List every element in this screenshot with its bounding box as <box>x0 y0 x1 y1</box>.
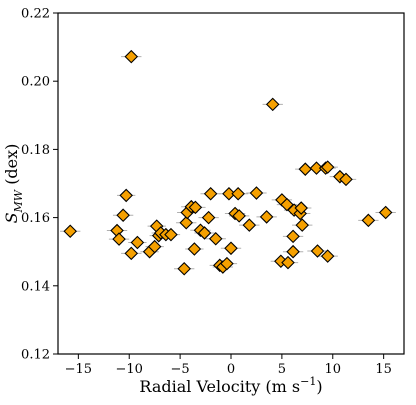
x-tick-label-0: −15 <box>65 362 92 377</box>
x-axis-label-main: Radial Velocity (m s <box>139 377 300 396</box>
data-point-48 <box>298 162 313 176</box>
data-point-55 <box>339 172 353 187</box>
data-point-34 <box>242 218 257 232</box>
data-point-36 <box>259 210 274 224</box>
data-point-53 <box>320 249 335 263</box>
data-point-16 <box>179 215 194 230</box>
data-point-7 <box>124 246 139 261</box>
x-tick-label-6: 15 <box>375 362 392 377</box>
data-point-20 <box>187 242 202 256</box>
x-tick-label-1: −10 <box>116 362 143 377</box>
data-point-30 <box>224 241 238 256</box>
data-point-22 <box>197 226 212 240</box>
errorbar-layer <box>60 56 396 270</box>
data-point-46 <box>294 201 308 215</box>
x-axis-label-end: ) <box>316 377 322 396</box>
data-point-47 <box>295 218 310 232</box>
y-axis-label-subscript: MW <box>12 188 25 213</box>
data-point-32 <box>232 209 246 223</box>
y-tick-label-5: 0.22 <box>21 7 50 22</box>
data-point-9 <box>147 239 162 254</box>
data-point-1 <box>124 49 139 64</box>
x-tick-label-4: 5 <box>278 362 286 377</box>
y-tick-label-4: 0.20 <box>21 75 50 90</box>
y-axis-label: SMW (dex) <box>2 144 25 224</box>
y-axis-label-symbol: S <box>2 212 21 223</box>
data-point-35 <box>249 186 264 200</box>
data-point-2 <box>119 188 133 203</box>
data-point-24 <box>203 186 218 201</box>
x-tick-label-2: −5 <box>171 362 190 377</box>
data-point-57 <box>378 205 393 220</box>
y-axis-ticks: 0.12 0.14 0.16 0.18 0.20 0.22 <box>21 7 58 363</box>
data-point-0 <box>63 224 77 239</box>
data-point-25 <box>208 231 223 246</box>
data-point-33 <box>231 186 245 201</box>
marker-layer <box>63 49 393 276</box>
data-point-5 <box>112 232 126 246</box>
data-point-49 <box>309 161 324 175</box>
data-point-41 <box>281 255 295 270</box>
x-axis-ticks: −15 −10 −5 0 5 10 15 <box>65 354 392 377</box>
data-point-50 <box>310 244 325 258</box>
x-axis-label-superscript: −1 <box>300 375 316 388</box>
data-point-29 <box>222 186 236 201</box>
y-tick-label-3: 0.18 <box>21 143 50 158</box>
data-point-6 <box>130 235 145 250</box>
data-point-28 <box>220 256 234 271</box>
data-point-43 <box>286 244 300 259</box>
data-point-19 <box>188 200 203 215</box>
y-tick-label-0: 0.12 <box>21 348 50 363</box>
data-point-3 <box>116 208 130 222</box>
x-tick-label-3: 0 <box>227 362 235 377</box>
y-tick-label-2: 0.16 <box>21 211 50 226</box>
data-point-52 <box>320 160 335 174</box>
data-point-37 <box>265 97 280 112</box>
data-point-56 <box>361 213 376 228</box>
y-tick-label-1: 0.14 <box>21 279 50 294</box>
x-axis-label: Radial Velocity (m s−1) <box>139 375 322 396</box>
data-point-15 <box>177 261 191 276</box>
plot-frame <box>57 12 405 355</box>
x-tick-label-5: 10 <box>324 362 341 377</box>
data-point-14 <box>164 227 178 242</box>
data-point-23 <box>201 210 216 225</box>
y-axis-label-units: (dex) <box>2 144 21 190</box>
data-point-42 <box>286 229 300 244</box>
